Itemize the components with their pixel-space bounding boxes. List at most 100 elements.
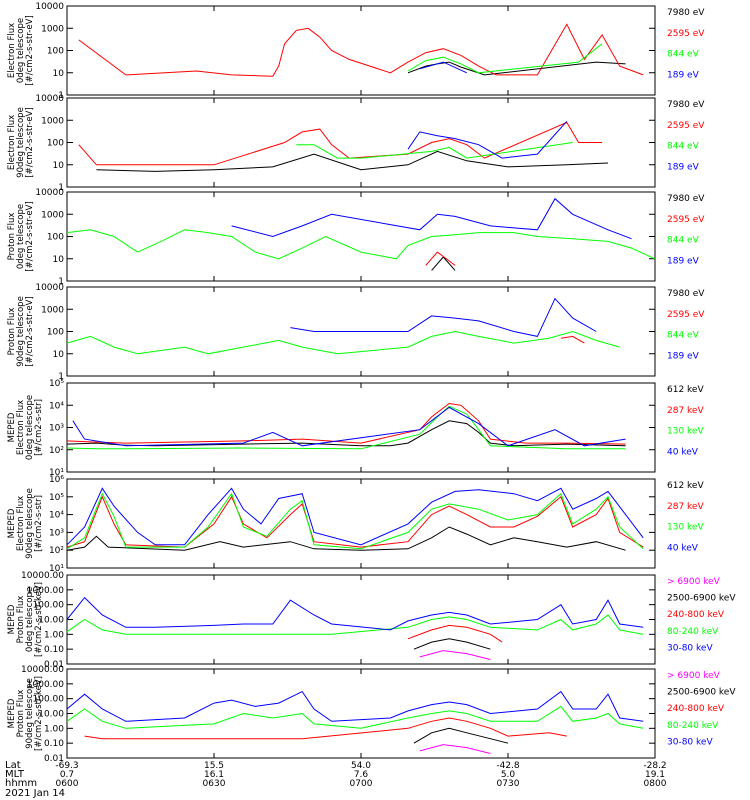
y-tick-label: 1000	[41, 210, 64, 220]
legend-entry: 2500-6900 keV	[667, 594, 736, 604]
y-axis-label-line: Electron Flux	[7, 115, 17, 170]
y-tick-label: 1	[58, 183, 64, 193]
series-line-blue	[66, 596, 644, 631]
footer-label-mlt: MLT	[5, 769, 25, 780]
footer-tick-lat: -69.3	[55, 761, 78, 771]
legend-entry: 189 eV	[667, 256, 700, 266]
legend-entry: 2595 eV	[667, 121, 705, 131]
y-tick-label: 10²	[49, 446, 64, 456]
series-line-green	[407, 43, 603, 74]
y-tick-label: 10000	[35, 188, 64, 198]
y-tick-label: 10⁴	[49, 401, 64, 411]
y-tick-label: 1	[58, 91, 64, 101]
series-line-blue	[419, 61, 468, 74]
series-line-blue	[290, 297, 597, 337]
legend-entry: 80-240 keV	[667, 627, 719, 637]
legend-entry: 40 keV	[667, 543, 699, 553]
footer-tick-lat: 54.0	[351, 761, 371, 771]
series-line-blue	[407, 120, 568, 159]
panel-frame	[66, 382, 656, 473]
footer-tick-hhmm: 0730	[497, 779, 520, 789]
y-axis-label-line: [#/cm2-s-str]	[34, 399, 44, 456]
series-line-red	[425, 251, 456, 266]
y-axis-label: MEPED Proton Flux 90deg telescope [#/cm2-s-…	[7, 676, 44, 751]
series-line-red	[560, 335, 585, 344]
legend-entry: 240-800 keV	[667, 610, 725, 620]
panel-frame	[66, 97, 656, 188]
footer-tick-mlt: 0.7	[60, 770, 74, 780]
y-tick-label: 10000	[35, 283, 64, 293]
y-tick-label: 100	[47, 139, 64, 149]
series-line-green	[66, 492, 644, 550]
footer-tick-hhmm: 0630	[203, 779, 226, 789]
legend-entry: 2595 eV	[667, 310, 705, 320]
footer-tick-lat: -42.8	[496, 761, 520, 771]
series-line-red	[407, 624, 503, 643]
y-tick-label: 100	[47, 328, 64, 338]
y-axis-label-line: 90deg telescope	[25, 488, 35, 559]
legend-entry: 189 eV	[667, 351, 700, 361]
y-tick-label: 1000	[41, 24, 64, 34]
y-axis-label-line: Proton Flux	[16, 596, 26, 644]
y-axis-label-line: 0deg telescope	[25, 395, 35, 460]
footer-tick-mlt: 5.0	[501, 770, 516, 780]
y-tick-label: 0.01	[44, 754, 64, 764]
legend-entry: 7980 eV	[667, 100, 705, 110]
y-tick-label: 10000.00	[21, 571, 64, 581]
series-line-green	[296, 142, 573, 159]
footer-date: 2021 Jan 14	[5, 788, 65, 799]
footer-label-lat: Lat	[5, 760, 21, 771]
y-tick-label: 1000	[41, 116, 64, 126]
y-tick-label: 1000.00	[27, 586, 64, 596]
y-tick-label: 1	[58, 277, 64, 287]
y-axis-label-line: [#/cm2-s-str-eV]	[25, 201, 35, 271]
y-axis-label-line: [#/cm2-s-str-keV]	[34, 676, 44, 751]
y-tick-label: 1000.00	[27, 680, 64, 690]
legend-entry: 287 keV	[667, 502, 704, 512]
legend-entry: 240-800 keV	[667, 704, 725, 714]
series-line-blue	[231, 197, 632, 240]
series-line-red	[78, 23, 644, 77]
footer-tick-mlt: 19.1	[645, 770, 665, 780]
y-tick-label: 10²	[49, 546, 64, 556]
y-axis-label-line: [#/cm2-s-str-eV]	[25, 296, 35, 366]
series-line-green	[66, 614, 644, 635]
footer-tick-hhmm: 0800	[644, 779, 667, 789]
panels-group: 1 10 100 1000 10000 Electron Flux 0deg telesco…	[7, 2, 736, 764]
y-axis-label: MEPED Proton Flux 0deg telescope [#/cm2-s-s…	[7, 582, 44, 657]
footer-tick-lat: -28.2	[643, 761, 666, 771]
y-tick-label: 10000	[35, 94, 64, 104]
y-tick-label: 0.10	[44, 739, 64, 749]
y-tick-label: 10³	[49, 424, 64, 434]
y-axis-label-line: [#/cm2-s-str-eV]	[25, 15, 35, 85]
y-axis-label-line: Proton Flux	[16, 690, 26, 738]
y-tick-label: 10⁵	[49, 493, 64, 503]
y-axis-label-line: 90deg telescope	[25, 678, 35, 749]
y-axis-label-line: MEPED	[7, 698, 17, 728]
y-axis-label-line: Proton Flux	[7, 213, 17, 261]
panel-frame	[66, 5, 656, 96]
legend-entry: 30-80 keV	[667, 737, 713, 747]
legend-entry: 30-80 keV	[667, 643, 713, 653]
y-axis-label: MEPED Electron Flux 0deg telescope [#/cm2-s…	[7, 395, 44, 460]
legend-entry: 612 keV	[667, 385, 704, 395]
y-axis-label-line: MEPED	[7, 508, 17, 538]
y-tick-label: 10⁶	[49, 475, 64, 485]
legend-entry: 287 keV	[667, 406, 704, 416]
y-axis-label-line: 0deg telescope	[16, 204, 26, 269]
legend-entry: > 6900 keV	[667, 671, 721, 681]
y-tick-label: 10	[53, 161, 65, 171]
y-tick-label: 10¹	[49, 564, 64, 574]
y-axis-label-line: Electron Flux	[16, 496, 26, 551]
y-axis-label-line: 0deg telescope	[25, 587, 35, 652]
footer-tick-mlt: 16.1	[204, 770, 224, 780]
series-line-magenta	[419, 650, 491, 660]
legend-entry: 130 keV	[667, 427, 704, 437]
series-line-green	[66, 330, 620, 355]
series-line-green	[66, 229, 656, 260]
legend-entry: 2595 eV	[667, 215, 705, 225]
